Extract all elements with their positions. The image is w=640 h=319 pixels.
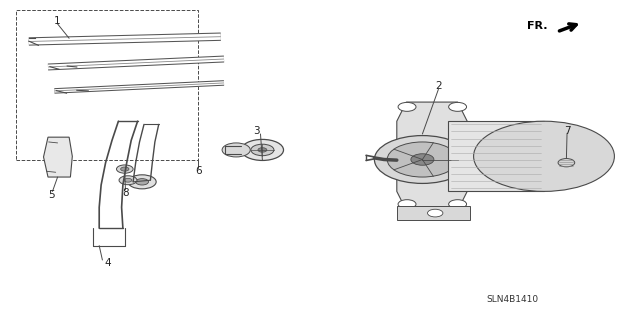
Circle shape xyxy=(474,121,614,191)
Circle shape xyxy=(124,178,132,182)
Text: 8: 8 xyxy=(122,188,129,198)
Circle shape xyxy=(136,179,148,185)
Circle shape xyxy=(116,165,133,173)
Polygon shape xyxy=(397,102,467,211)
Text: 3: 3 xyxy=(253,126,259,136)
Text: SLN4B1410: SLN4B1410 xyxy=(486,295,538,304)
Circle shape xyxy=(121,167,129,171)
Text: 5: 5 xyxy=(48,189,54,200)
Circle shape xyxy=(128,175,156,189)
Circle shape xyxy=(398,102,416,111)
Text: 4: 4 xyxy=(104,258,111,268)
Circle shape xyxy=(119,176,137,185)
Circle shape xyxy=(449,102,467,111)
Circle shape xyxy=(411,154,434,165)
Text: 7: 7 xyxy=(564,126,571,136)
Bar xyxy=(397,206,470,220)
Polygon shape xyxy=(44,137,72,177)
Text: 6: 6 xyxy=(195,166,202,176)
Text: 1: 1 xyxy=(54,16,61,26)
Circle shape xyxy=(222,143,250,157)
Circle shape xyxy=(428,209,443,217)
Circle shape xyxy=(558,159,575,167)
Circle shape xyxy=(258,148,267,152)
Circle shape xyxy=(374,136,470,183)
Circle shape xyxy=(398,200,416,209)
Circle shape xyxy=(387,142,458,177)
Circle shape xyxy=(251,144,274,156)
Bar xyxy=(448,121,544,191)
Text: 2: 2 xyxy=(435,81,442,91)
Circle shape xyxy=(449,200,467,209)
Circle shape xyxy=(241,139,284,160)
Text: FR.: FR. xyxy=(527,20,548,31)
